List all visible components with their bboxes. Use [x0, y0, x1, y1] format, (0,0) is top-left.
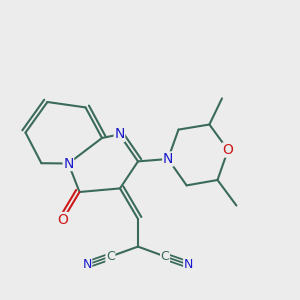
Text: N: N — [184, 258, 193, 271]
Text: O: O — [58, 213, 68, 226]
Text: N: N — [63, 157, 74, 170]
Text: N: N — [163, 152, 173, 166]
Text: N: N — [114, 128, 124, 141]
Text: O: O — [223, 143, 233, 157]
Text: C: C — [160, 250, 169, 263]
Text: N: N — [82, 258, 92, 271]
Text: C: C — [106, 250, 115, 263]
